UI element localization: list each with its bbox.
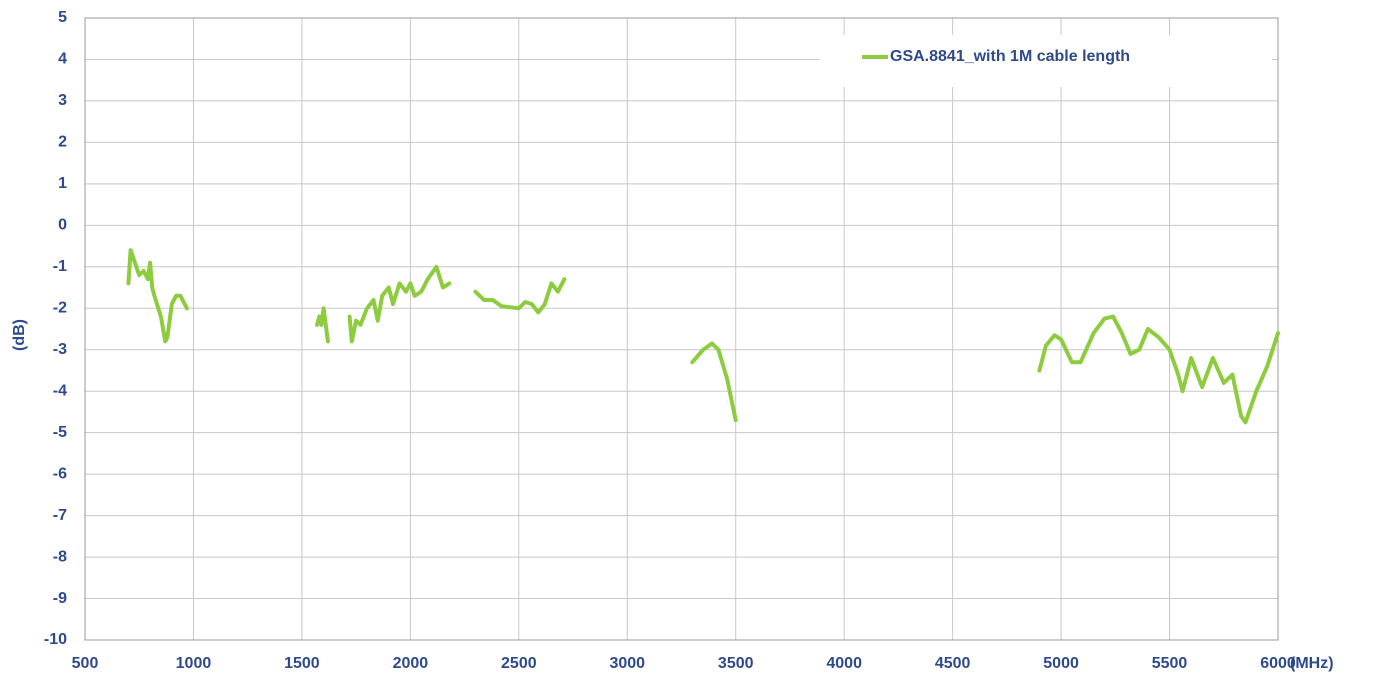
y-tick-label: -2	[53, 299, 67, 316]
x-tick-label: 2000	[393, 655, 429, 672]
x-tick-label: 500	[72, 655, 99, 672]
y-tick-label: 5	[58, 9, 67, 26]
x-tick-label: 2500	[501, 655, 537, 672]
data-line	[126, 248, 1280, 425]
y-tick-label: -8	[53, 548, 67, 565]
x-tick-label: 5500	[1152, 655, 1188, 672]
y-tick-label: 0	[58, 217, 67, 234]
legend-box	[820, 35, 1272, 87]
y-axis-label: (dB)	[11, 319, 28, 351]
y-tick-label: -5	[53, 424, 67, 441]
y-tick-label: -7	[53, 507, 67, 524]
x-tick-label: 3500	[718, 655, 754, 672]
y-tick-label: -9	[53, 590, 67, 607]
y-tick-label: -4	[53, 382, 67, 399]
x-tick-label: 3000	[609, 655, 645, 672]
x-tick-label: 1000	[176, 655, 212, 672]
x-tick-label: 1500	[284, 655, 320, 672]
x-tick-label: 5000	[1043, 655, 1079, 672]
y-tick-label: 2	[58, 134, 67, 151]
y-tick-label: -3	[53, 341, 67, 358]
y-tick-label: -6	[53, 465, 67, 482]
plot-border	[84, 17, 1279, 641]
legend-label: GSA.8841_with 1M cable length	[890, 48, 1130, 65]
y-tick-label: -10	[44, 631, 67, 648]
y-tick-label: -1	[53, 258, 67, 275]
x-tick-label: 4500	[935, 655, 971, 672]
y-tick-label: 1	[58, 175, 67, 192]
x-tick-label: 6000	[1260, 655, 1296, 672]
y-tick-label: 3	[58, 92, 67, 109]
x-tick-label: 4000	[826, 655, 862, 672]
x-axis-label: (MHz)	[1290, 655, 1334, 672]
y-tick-label: 4	[58, 51, 67, 68]
